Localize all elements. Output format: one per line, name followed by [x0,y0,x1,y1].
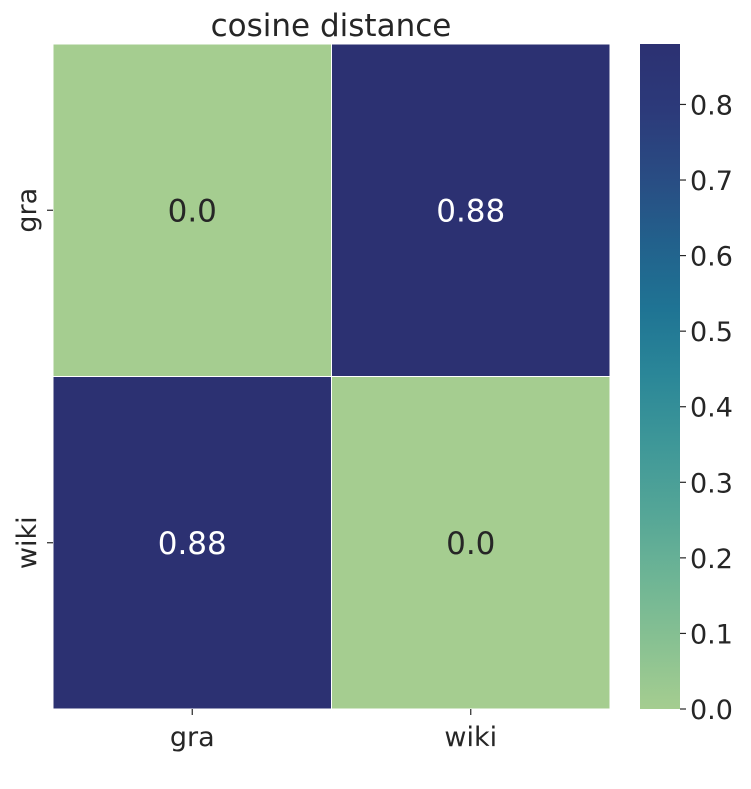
heatmap-cells [52,43,611,710]
cell-annotation-wiki-wiki: 0.0 [446,526,495,562]
y-axis-ticks: gra wiki [12,188,53,569]
colorbar-ticks: 0.0 0.1 0.2 0.3 0.4 0.5 0.6 0.7 0.8 [680,90,733,726]
heatmap-cell-wiki-wiki [331,376,611,710]
x-tick-label: gra [170,722,215,753]
cell-annotation-gra-gra: 0.0 [168,193,217,229]
heatmap-cell-wiki-gra [52,376,332,710]
colorbar-tick-label: 0.0 [690,695,733,726]
colorbar-tick-label: 0.8 [690,90,733,121]
colorbar-tick-label: 0.4 [690,393,733,424]
colorbar-bar [640,44,680,709]
x-tick-label: wiki [444,722,497,753]
chart-title: cosine distance [211,8,452,44]
colorbar-tick-label: 0.2 [690,544,733,575]
cell-annotation-gra-wiki: 0.88 [436,193,505,229]
colorbar-tick-label: 0.7 [690,166,733,197]
colorbar-tick-label: 0.6 [690,242,733,273]
colorbar-tick-label: 0.5 [690,317,733,348]
y-tick-label: gra [12,188,43,233]
colorbar: 0.0 0.1 0.2 0.3 0.4 0.5 0.6 0.7 0.8 [640,44,733,726]
colorbar-tick-label: 0.3 [690,468,733,499]
heatmap-cell-gra-wiki [331,43,611,377]
cell-annotation-wiki-gra: 0.88 [158,526,227,562]
x-axis-ticks: gra wiki [170,709,497,753]
heatmap-cell-labels: 0.0 0.88 0.88 0.0 [158,193,506,562]
y-tick-label: wiki [12,516,43,569]
heatmap-cell-gra-gra [52,43,332,377]
colorbar-tick-label: 0.1 [690,619,733,650]
